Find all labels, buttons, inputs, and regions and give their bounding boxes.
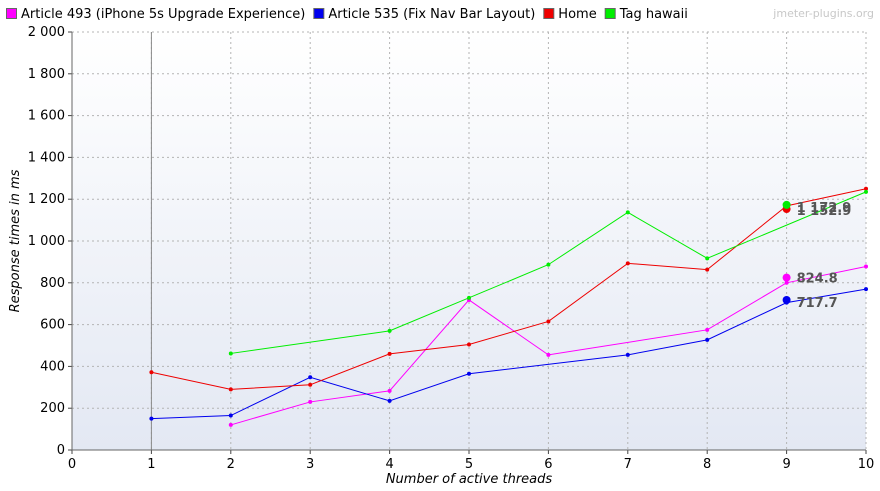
y-tick-label: 800 bbox=[40, 276, 65, 291]
series-line-1 bbox=[230, 266, 867, 426]
legend: Article 493 (iPhone 5s Upgrade Experienc… bbox=[6, 7, 688, 22]
x-tick-label: 4 bbox=[385, 457, 393, 472]
data-point bbox=[387, 351, 392, 356]
y-tick-label: 1 600 bbox=[28, 109, 65, 124]
data-point bbox=[625, 210, 630, 215]
data-point bbox=[784, 280, 789, 285]
data-point bbox=[705, 327, 710, 332]
data-point bbox=[467, 295, 471, 300]
data-point bbox=[625, 261, 630, 266]
y-tick-label: 400 bbox=[40, 359, 65, 374]
data-point bbox=[705, 267, 710, 272]
x-tick-label: 5 bbox=[465, 457, 473, 472]
y-tick-label: 1 000 bbox=[28, 234, 65, 249]
x-tick-label: 8 bbox=[703, 457, 711, 472]
x-tick-label: 10 bbox=[858, 457, 875, 472]
legend-swatch-3 bbox=[543, 8, 555, 19]
data-point bbox=[149, 416, 154, 421]
data-point bbox=[228, 387, 233, 392]
y-tick-label: 1 800 bbox=[28, 67, 65, 82]
series-lines bbox=[149, 186, 868, 427]
y-axis-title: Response times in ms bbox=[8, 169, 23, 312]
x-axis-title: Number of active threads bbox=[386, 472, 553, 487]
legend-label-2: Article 535 (Fix Nav Bar Layout) bbox=[328, 7, 535, 22]
data-point bbox=[467, 342, 471, 347]
data-point bbox=[149, 370, 154, 375]
data-point bbox=[308, 375, 313, 380]
data-point bbox=[387, 328, 392, 333]
axes: 0 200 400 600 800 1 000 1 200 1 400 1 600 1 800 2 … bbox=[28, 25, 874, 472]
value-label: 1 172.9 bbox=[797, 201, 852, 216]
data-point bbox=[546, 352, 551, 357]
value-labels: 824.8 717.7 1 152.91 172.9 bbox=[782, 200, 852, 311]
data-point bbox=[387, 398, 392, 403]
x-tick-label: 0 bbox=[68, 457, 76, 472]
data-point bbox=[864, 264, 868, 269]
data-point bbox=[228, 413, 233, 418]
highlight-point bbox=[782, 296, 791, 305]
watermark: jmeter-plugins.org bbox=[772, 7, 874, 20]
data-point bbox=[308, 399, 313, 404]
data-point bbox=[467, 371, 471, 376]
value-label: 824.8 bbox=[797, 272, 838, 287]
legend-swatch-4 bbox=[604, 8, 616, 19]
data-point bbox=[546, 319, 551, 324]
data-point bbox=[705, 256, 710, 261]
data-point bbox=[864, 189, 868, 194]
y-tick-label: 1 400 bbox=[28, 150, 65, 165]
y-tick-label: 0 bbox=[57, 443, 65, 458]
legend-swatch-1 bbox=[6, 8, 17, 19]
x-tick-label: 7 bbox=[624, 457, 632, 472]
data-point bbox=[546, 262, 551, 267]
data-point bbox=[705, 337, 710, 342]
data-point bbox=[387, 388, 392, 393]
series-line-3 bbox=[151, 188, 867, 390]
legend-label-1: Article 493 (iPhone 5s Upgrade Experienc… bbox=[21, 7, 305, 22]
data-point bbox=[625, 352, 630, 357]
legend-swatch-2 bbox=[313, 8, 325, 19]
highlight-point bbox=[782, 200, 791, 209]
value-label: 717.7 bbox=[797, 296, 838, 311]
grid-lines bbox=[72, 31, 867, 450]
legend-label-4: Tag hawaii bbox=[619, 7, 688, 22]
x-tick-label: 6 bbox=[544, 457, 552, 472]
y-tick-label: 600 bbox=[40, 318, 65, 333]
y-tick-label: 2 000 bbox=[28, 25, 65, 40]
x-tick-label: 2 bbox=[227, 457, 235, 472]
data-point bbox=[864, 287, 868, 292]
x-tick-label: 9 bbox=[782, 457, 790, 472]
data-point bbox=[228, 351, 233, 356]
x-tick-label: 1 bbox=[147, 457, 155, 472]
value-label: 1 152.9 bbox=[797, 204, 852, 219]
legend-label-3: Home bbox=[558, 7, 596, 22]
y-tick-label: 1 200 bbox=[28, 192, 65, 207]
data-point bbox=[864, 186, 868, 191]
data-point bbox=[308, 382, 313, 387]
highlight-point bbox=[782, 273, 791, 282]
y-tick-label: 200 bbox=[40, 401, 65, 416]
data-point bbox=[228, 422, 233, 427]
x-tick-label: 3 bbox=[306, 457, 314, 472]
